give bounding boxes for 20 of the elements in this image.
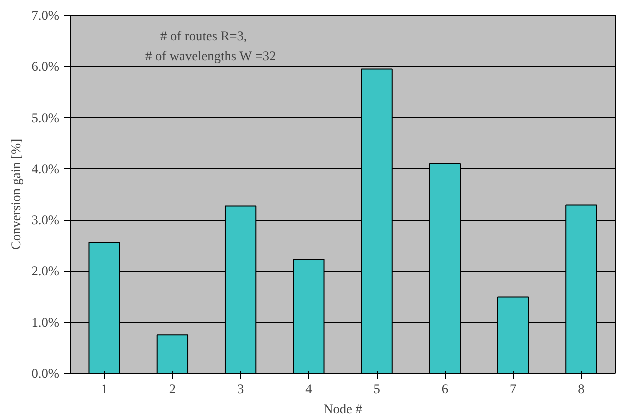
x-tick-label: 7	[510, 382, 517, 396]
y-tick-label: 6.0%	[32, 59, 60, 74]
x-tick-label: 1	[101, 382, 108, 396]
y-tick-label: 1.0%	[32, 314, 60, 330]
x-tick-label: 2	[169, 382, 176, 396]
x-tick-label: 4	[306, 382, 313, 396]
y-tick-label: 5.0%	[32, 110, 60, 126]
annotation: # of wavelengths W =32	[146, 48, 276, 64]
x-axis-title: Node #	[324, 402, 363, 416]
x-tick-label: 6	[442, 382, 449, 396]
x-tick-label: 8	[578, 382, 586, 396]
y-axis-title: Conversion gain [%]	[8, 138, 24, 250]
y-tick-label: 3.0%	[32, 212, 60, 228]
y-tick-label: 4.0%	[32, 161, 60, 176]
y-tick-label: 2.0%	[32, 264, 60, 279]
x-tick-label: 5	[374, 382, 381, 396]
y-tick-label: 0.0%	[32, 366, 60, 381]
x-tick-label: 3	[237, 382, 244, 396]
y-tick-label: 7.0%	[32, 8, 60, 23]
annotation: # of routes R=3,	[160, 28, 248, 44]
